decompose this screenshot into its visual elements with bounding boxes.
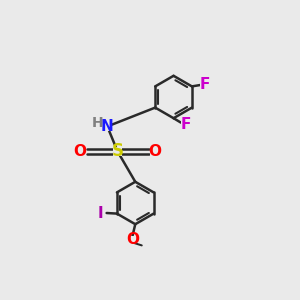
Bar	[94, 120, 102, 127]
Text: O: O	[126, 232, 139, 247]
Text: H: H	[92, 116, 104, 130]
Text: O: O	[148, 144, 161, 159]
Text: O: O	[74, 144, 87, 159]
Bar	[113, 147, 122, 156]
Bar	[128, 236, 136, 243]
Bar	[150, 147, 160, 156]
Bar	[76, 147, 85, 156]
Bar	[181, 121, 190, 129]
Text: F: F	[200, 77, 210, 92]
Text: I: I	[98, 206, 103, 220]
Bar	[103, 122, 112, 131]
Text: S: S	[112, 142, 124, 160]
Text: N: N	[101, 119, 114, 134]
Bar	[97, 209, 105, 217]
Text: F: F	[181, 117, 191, 132]
Bar	[200, 81, 210, 89]
